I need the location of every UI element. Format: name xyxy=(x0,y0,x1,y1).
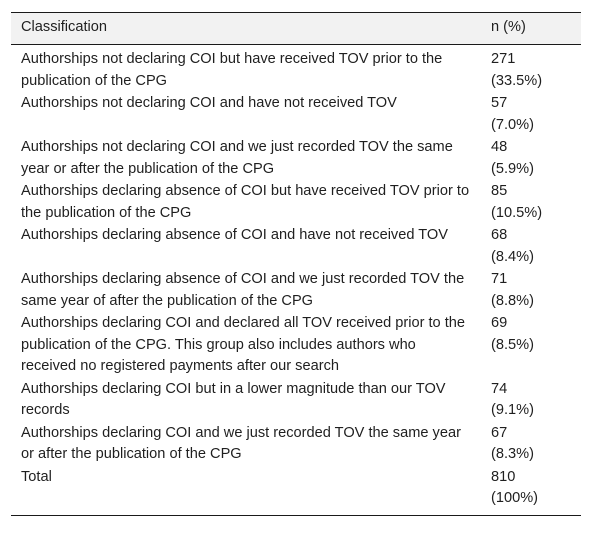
row-label: Authorships not declaring COI but have r… xyxy=(11,44,481,92)
table-row: Authorships not declaring COI and have n… xyxy=(11,92,581,136)
table-body: Authorships not declaring COI but have r… xyxy=(11,44,581,516)
row-percent: (8.3%) xyxy=(491,446,534,462)
classification-table-container: Classification n (%) Authorships not dec… xyxy=(11,12,581,516)
row-count: 271 (33.5%) xyxy=(481,44,581,92)
row-n: 68 xyxy=(491,227,508,243)
table-row: Authorships declaring COI and we just re… xyxy=(11,421,581,466)
row-label: Authorships declaring absence of COI and… xyxy=(11,268,481,312)
header-row: Classification n (%) xyxy=(11,12,581,45)
header-n-percent: n (%) xyxy=(481,12,581,45)
header-classification: Classification xyxy=(11,12,481,45)
row-percent: (100%) xyxy=(491,490,539,506)
table-row: Authorships declaring COI but in a lower… xyxy=(11,377,581,422)
row-percent: (33.5%) xyxy=(491,72,543,89)
row-count: 48 (5.9%) xyxy=(481,136,581,180)
row-count: 74 (9.1%) xyxy=(481,377,581,422)
row-percent: (9.1%) xyxy=(491,402,534,418)
row-label: Authorships not declaring COI and have n… xyxy=(11,92,481,136)
row-count: 810 (100%) xyxy=(481,465,581,516)
table-row-total: Total 810 (100%) xyxy=(11,465,581,516)
table-row: Authorships declaring absence of COI and… xyxy=(11,268,581,312)
row-count: 71 (8.8%) xyxy=(481,268,581,312)
row-label: Total xyxy=(11,465,481,516)
table-row: Authorships declaring absence of COI and… xyxy=(11,224,581,268)
table-row: Authorships declaring absence of COI but… xyxy=(11,180,581,224)
row-label: Authorships declaring absence of COI but… xyxy=(11,180,481,224)
row-n: 271 xyxy=(491,51,516,67)
row-count: 85 (10.5%) xyxy=(481,180,581,224)
row-percent: (10.5%) xyxy=(491,204,543,221)
table-row: Authorships not declaring COI and we jus… xyxy=(11,136,581,180)
row-n: 71 xyxy=(491,271,508,287)
row-n: 48 xyxy=(491,139,508,155)
classification-table: Classification n (%) Authorships not dec… xyxy=(11,12,581,516)
row-n: 57 xyxy=(491,95,508,111)
row-label: Authorships not declaring COI and we jus… xyxy=(11,136,481,180)
row-count: 67 (8.3%) xyxy=(481,421,581,466)
row-label: Authorships declaring COI and declared a… xyxy=(11,312,481,378)
row-percent: (5.9%) xyxy=(491,160,534,177)
row-n: 67 xyxy=(491,424,508,441)
row-count: 57 (7.0%) xyxy=(481,92,581,136)
table-header: Classification n (%) xyxy=(11,12,581,45)
row-count: 68 (8.4%) xyxy=(481,224,581,268)
table-row: Authorships not declaring COI but have r… xyxy=(11,44,581,92)
row-percent: (8.8%) xyxy=(491,292,534,309)
table-row: Authorships declaring COI and declared a… xyxy=(11,312,581,378)
row-label: Authorships declaring absence of COI and… xyxy=(11,224,481,268)
row-label: Authorships declaring COI but in a lower… xyxy=(11,377,481,422)
row-percent: (8.5%) xyxy=(491,336,534,353)
row-percent: (8.4%) xyxy=(491,248,534,265)
row-n: 85 xyxy=(491,183,508,199)
row-percent: (7.0%) xyxy=(491,116,534,133)
row-label: Authorships declaring COI and we just re… xyxy=(11,421,481,466)
row-count: 69 (8.5%) xyxy=(481,312,581,378)
row-n: 810 xyxy=(491,468,516,485)
row-n: 74 xyxy=(491,380,508,397)
row-n: 69 xyxy=(491,315,508,331)
